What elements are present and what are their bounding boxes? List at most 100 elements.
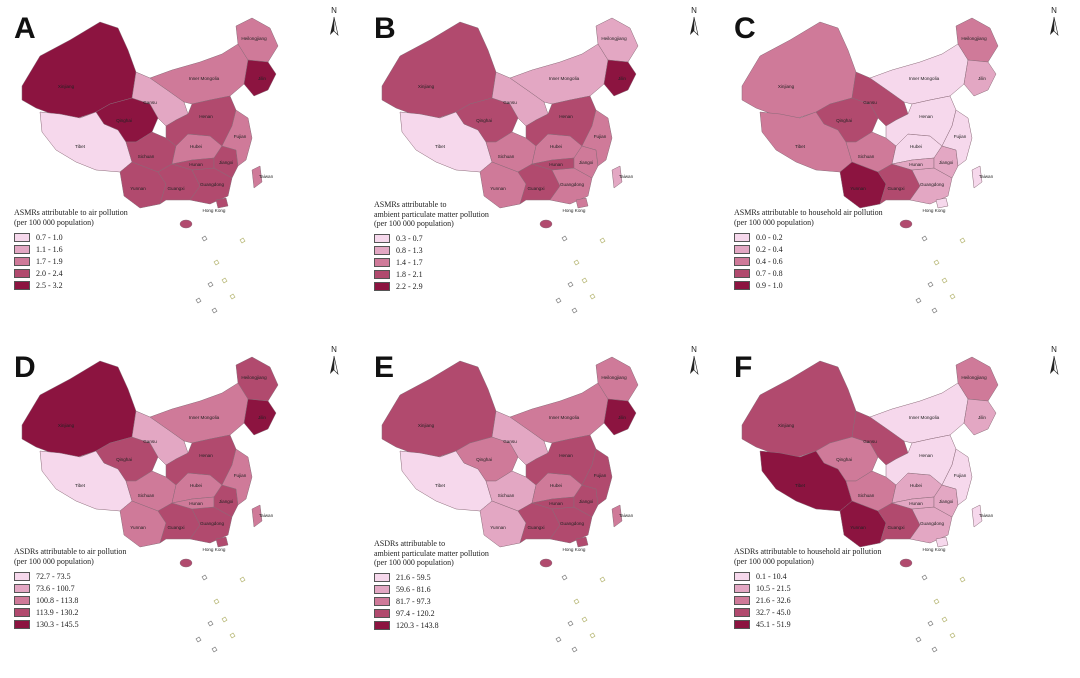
region-henan (525, 434, 597, 486)
region-label: Tibet (435, 144, 446, 149)
south-china-sea-island (949, 293, 956, 300)
legend-label: 59.6 - 81.6 (396, 585, 431, 594)
legend-title-line: ambient particulate matter pollution (374, 209, 489, 219)
region-fujian (581, 109, 613, 167)
panel-letter: E (374, 351, 395, 384)
region-label: Jiangxi (579, 499, 593, 504)
legend-item: 120.3 - 143.8 (374, 620, 574, 632)
legend-title-line: ASDRs attributable to household air poll… (734, 547, 882, 556)
region-henan (885, 95, 957, 147)
south-china-sea-island (921, 235, 928, 242)
legend-title: ASDRs attributable to ambient particulate… (374, 539, 574, 568)
legend-label: 0.8 - 1.3 (396, 246, 423, 255)
region-label: Taiwan (259, 513, 274, 518)
region-hong-kong (575, 536, 589, 548)
region-label: Hubei (910, 144, 922, 149)
legend-item: 0.1 - 10.4 (734, 570, 934, 582)
compass-label: N (331, 6, 337, 15)
region-label: Jilin (258, 76, 266, 81)
legend-item: 1.4 - 1.7 (374, 257, 574, 269)
region-label: Guangdong (200, 521, 224, 526)
legend-swatch (734, 571, 750, 581)
panel-letter: A (14, 12, 36, 45)
region-label: Gansu (503, 439, 517, 444)
region-label: Guangxi (527, 186, 544, 191)
region-label: Heilongjiang (961, 375, 987, 380)
legend-label: 21.6 - 59.5 (396, 573, 431, 582)
south-china-sea-island (213, 598, 220, 605)
legend-title: ASDRs attributable to household air poll… (734, 547, 934, 566)
legend-title: ASDRs attributable to air pollution (per … (14, 547, 214, 566)
region-label: Hong Kong (563, 547, 586, 552)
legend-swatch (374, 621, 390, 630)
region-label: Fujian (954, 473, 967, 478)
region-label: Hong Kong (923, 547, 946, 552)
legend-label: 0.3 - 0.7 (396, 234, 423, 243)
legend-label: 72.7 - 73.5 (36, 571, 71, 581)
map-legend: ASMRs attributable to household air poll… (734, 208, 934, 291)
legend-swatch (374, 585, 390, 594)
legend-title-line: ASMRs attributable to (374, 200, 447, 209)
region-label: Gansu (143, 439, 157, 444)
map-panel-a: Xinjiang Tibet Qinghai Gansu Inner Mongolia H… (0, 0, 360, 339)
region-label: Hunan (909, 162, 923, 167)
region-label: Inner Mongolia (549, 415, 580, 420)
region-label: Hunan (549, 501, 563, 506)
north-arrow-icon: N (326, 345, 342, 377)
legend-label: 0.2 - 0.4 (756, 244, 783, 254)
legend-swatch (14, 619, 30, 629)
legend-swatch (734, 232, 750, 242)
region-label: Fujian (234, 473, 247, 478)
legend-label: 0.7 - 1.0 (36, 232, 63, 242)
south-china-sea-island (915, 636, 922, 643)
panel-letter: B (374, 12, 396, 45)
china-choropleth-map: Xinjiang Tibet Qinghai Gansu Inner Mongolia H… (21, 17, 279, 314)
legend-title: ASMRs attributable to ambient particulate… (374, 200, 574, 229)
legend-item: 0.4 - 0.6 (734, 255, 934, 267)
region-label: Inner Mongolia (549, 76, 580, 81)
island-hainan (899, 219, 913, 229)
region-label: Henan (199, 114, 213, 119)
region-label: Sichuan (138, 154, 155, 159)
south-china-sea-island (567, 620, 574, 627)
legend-item: 1.1 - 1.6 (14, 243, 214, 255)
legend-swatch (374, 597, 390, 606)
region-label: Hubei (190, 483, 202, 488)
island-hainan (539, 558, 553, 568)
map-legend: ASDRs attributable to air pollution (per … (14, 547, 214, 630)
region-label: Qinghai (476, 118, 492, 123)
region-label: Jiangxi (939, 499, 953, 504)
legend-item: 0.8 - 1.3 (374, 245, 574, 257)
region-label: Henan (559, 114, 573, 119)
china-choropleth-map: Xinjiang Tibet Qinghai Gansu Inner Mongolia H… (741, 356, 999, 653)
south-china-sea-island (567, 281, 574, 288)
region-label: Inner Mongolia (909, 76, 940, 81)
region-label: Yunnan (490, 186, 506, 191)
south-china-sea-island (229, 293, 236, 300)
legend-label: 1.4 - 1.7 (396, 258, 423, 267)
region-label: Hong Kong (203, 547, 226, 552)
region-jilin (603, 398, 637, 436)
region-label: Hubei (550, 144, 562, 149)
north-arrow-icon: N (1046, 6, 1062, 38)
legend-item: 2.2 - 2.9 (374, 281, 574, 293)
map-panel-b: Xinjiang Tibet Qinghai Gansu Inner Mongolia H… (360, 0, 720, 339)
region-label: Guangdong (560, 521, 584, 526)
legend-swatch (734, 583, 750, 593)
south-china-sea-island (213, 259, 220, 266)
map-panel-d: Xinjiang Tibet Qinghai Gansu Inner Mongolia H… (0, 339, 360, 678)
south-china-sea-island (229, 632, 236, 639)
region-fujian (221, 448, 253, 506)
region-label: Jilin (978, 415, 986, 420)
region-jilin (963, 59, 997, 97)
legend-swatch (374, 258, 390, 267)
legend-label: 1.7 - 1.9 (36, 256, 63, 266)
region-jilin (243, 59, 277, 97)
legend-swatch (14, 280, 30, 290)
legend-label: 32.7 - 45.0 (756, 607, 791, 617)
legend-swatch (734, 244, 750, 254)
south-china-sea-island (573, 259, 580, 266)
south-china-sea-island (933, 259, 940, 266)
legend-title-line: ambient particulate matter pollution (374, 548, 489, 558)
north-arrow-icon: N (326, 6, 342, 38)
